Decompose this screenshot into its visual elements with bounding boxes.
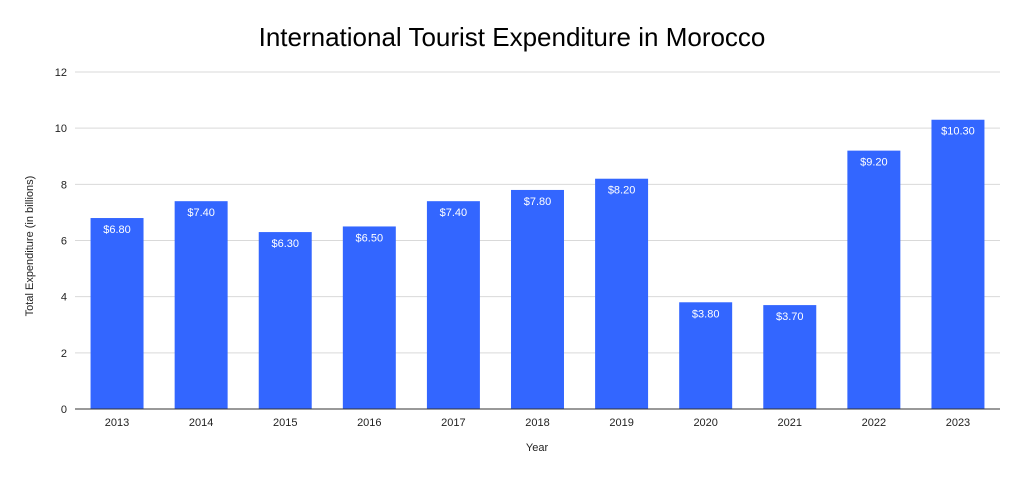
data-label: $10.30 xyxy=(941,126,975,138)
bar-2018 xyxy=(511,189,564,409)
bar-2014 xyxy=(174,201,228,409)
y-tick-label: 8 xyxy=(61,179,67,191)
x-tick-label: 2013 xyxy=(105,417,129,429)
data-label: $7.40 xyxy=(187,207,215,219)
x-tick-label: 2021 xyxy=(778,417,802,429)
y-axis-ticks: 0 2 4 6 8 10 12 xyxy=(55,67,67,416)
bar-2022 xyxy=(847,150,901,409)
data-label: $6.80 xyxy=(103,224,131,236)
y-axis-label: Total Expenditure (in billions) xyxy=(24,176,36,317)
bar-2017 xyxy=(426,201,480,409)
bar-2016 xyxy=(342,226,396,409)
data-label: $9.20 xyxy=(860,157,888,169)
x-tick-label: 2016 xyxy=(357,417,381,429)
x-axis-ticks: 2013 2014 2015 2016 2017 2018 2019 2020 2021 2022… xyxy=(105,417,970,429)
bar-2020 xyxy=(679,302,733,409)
x-tick-label: 2015 xyxy=(273,417,297,429)
y-tick-label: 0 xyxy=(61,404,67,416)
x-tick-label: 2019 xyxy=(609,417,633,429)
data-label: $7.40 xyxy=(440,207,468,219)
data-label: $7.80 xyxy=(524,196,552,208)
data-label: $8.20 xyxy=(608,185,636,197)
y-tick-label: 12 xyxy=(55,67,67,79)
x-tick-label: 2022 xyxy=(862,417,886,429)
x-tick-label: 2018 xyxy=(525,417,549,429)
bar-2021 xyxy=(763,305,817,409)
y-tick-label: 10 xyxy=(55,123,67,135)
bar-2015 xyxy=(258,232,312,409)
data-labels: $6.80 $7.40 $6.30 $6.50 $7.40 $7.80 $8.20 $3.80… xyxy=(103,126,975,323)
y-tick-label: 6 xyxy=(61,236,67,248)
data-label: $3.70 xyxy=(776,311,804,323)
y-tick-label: 4 xyxy=(61,292,67,304)
bars xyxy=(90,119,985,409)
y-tick-label: 2 xyxy=(61,348,67,360)
data-label: $6.30 xyxy=(271,238,299,250)
bar-2023 xyxy=(931,119,985,409)
x-tick-label: 2014 xyxy=(189,417,213,429)
data-label: $3.80 xyxy=(692,308,720,320)
x-tick-label: 2020 xyxy=(693,417,717,429)
data-label: $6.50 xyxy=(356,232,384,244)
x-axis-label: Year xyxy=(526,442,549,454)
chart-title: International Tourist Expenditure in Mor… xyxy=(259,22,766,52)
x-tick-label: 2017 xyxy=(441,417,465,429)
x-tick-label: 2023 xyxy=(946,417,970,429)
bar-2019 xyxy=(595,178,649,409)
bar-2013 xyxy=(90,218,144,409)
